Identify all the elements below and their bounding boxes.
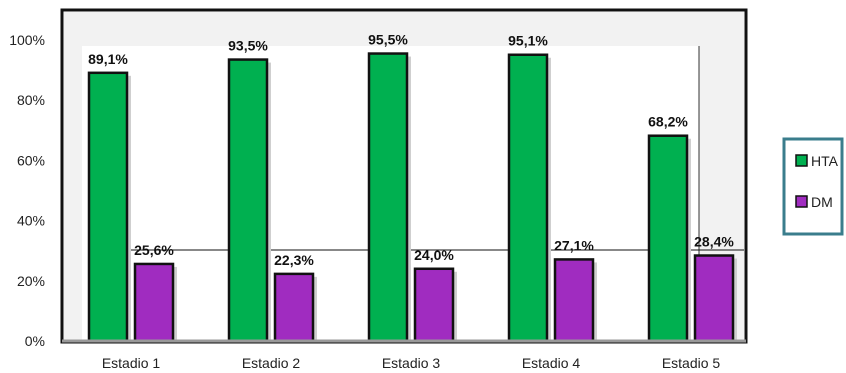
legend-box bbox=[782, 137, 844, 236]
y-tick-label: 60% bbox=[17, 152, 45, 168]
bar-dm bbox=[273, 272, 315, 343]
bars bbox=[87, 52, 737, 343]
data-label: 27,1% bbox=[554, 237, 594, 253]
legend: HTA DM bbox=[782, 137, 844, 236]
x-category-label: Estadio 5 bbox=[662, 355, 721, 371]
bar-hta bbox=[367, 52, 409, 343]
bar-dm bbox=[413, 267, 455, 343]
x-category-label: Estadio 4 bbox=[522, 355, 581, 371]
bar-dm bbox=[133, 262, 175, 343]
y-tick-label: 0% bbox=[25, 333, 45, 349]
bar-dm bbox=[553, 258, 595, 343]
x-category-label: Estadio 1 bbox=[102, 355, 161, 371]
data-label: 68,2% bbox=[648, 114, 688, 130]
y-tick-label: 40% bbox=[17, 213, 45, 229]
y-tick-label: 100% bbox=[9, 32, 45, 48]
legend-swatch-dm bbox=[795, 195, 808, 208]
y-axis: 0% 20% 40% 60% 80% 100% bbox=[9, 32, 45, 349]
legend-label-dm: DM bbox=[811, 194, 833, 210]
data-label: 93,5% bbox=[228, 38, 268, 54]
data-label: 28,4% bbox=[694, 234, 734, 250]
y-tick-label: 20% bbox=[17, 273, 45, 289]
legend-swatch-hta bbox=[795, 154, 808, 167]
data-label: 89,1% bbox=[88, 51, 128, 67]
data-labels: 89,1% 93,5% 95,5% 95,1% 68,2% 25,6% 22,3% 24,0%… bbox=[88, 32, 734, 268]
bar-hta bbox=[87, 71, 129, 343]
x-category-label: Estadio 2 bbox=[242, 355, 301, 371]
data-label: 95,5% bbox=[368, 32, 408, 48]
bar-dm bbox=[693, 254, 735, 343]
legend-label-hta: HTA bbox=[811, 153, 839, 169]
bar-hta bbox=[507, 53, 549, 343]
data-label: 24,0% bbox=[414, 247, 454, 263]
data-label: 95,1% bbox=[508, 33, 548, 49]
data-label: 25,6% bbox=[134, 242, 174, 258]
data-label: 22,3% bbox=[274, 252, 314, 268]
y-tick-label: 80% bbox=[17, 92, 45, 108]
bar-hta bbox=[647, 134, 689, 343]
x-category-label: Estadio 3 bbox=[382, 355, 441, 371]
x-axis: Estadio 1 Estadio 2 Estadio 3 Estadio 4 Esta… bbox=[102, 355, 721, 371]
bar-hta bbox=[227, 58, 269, 343]
